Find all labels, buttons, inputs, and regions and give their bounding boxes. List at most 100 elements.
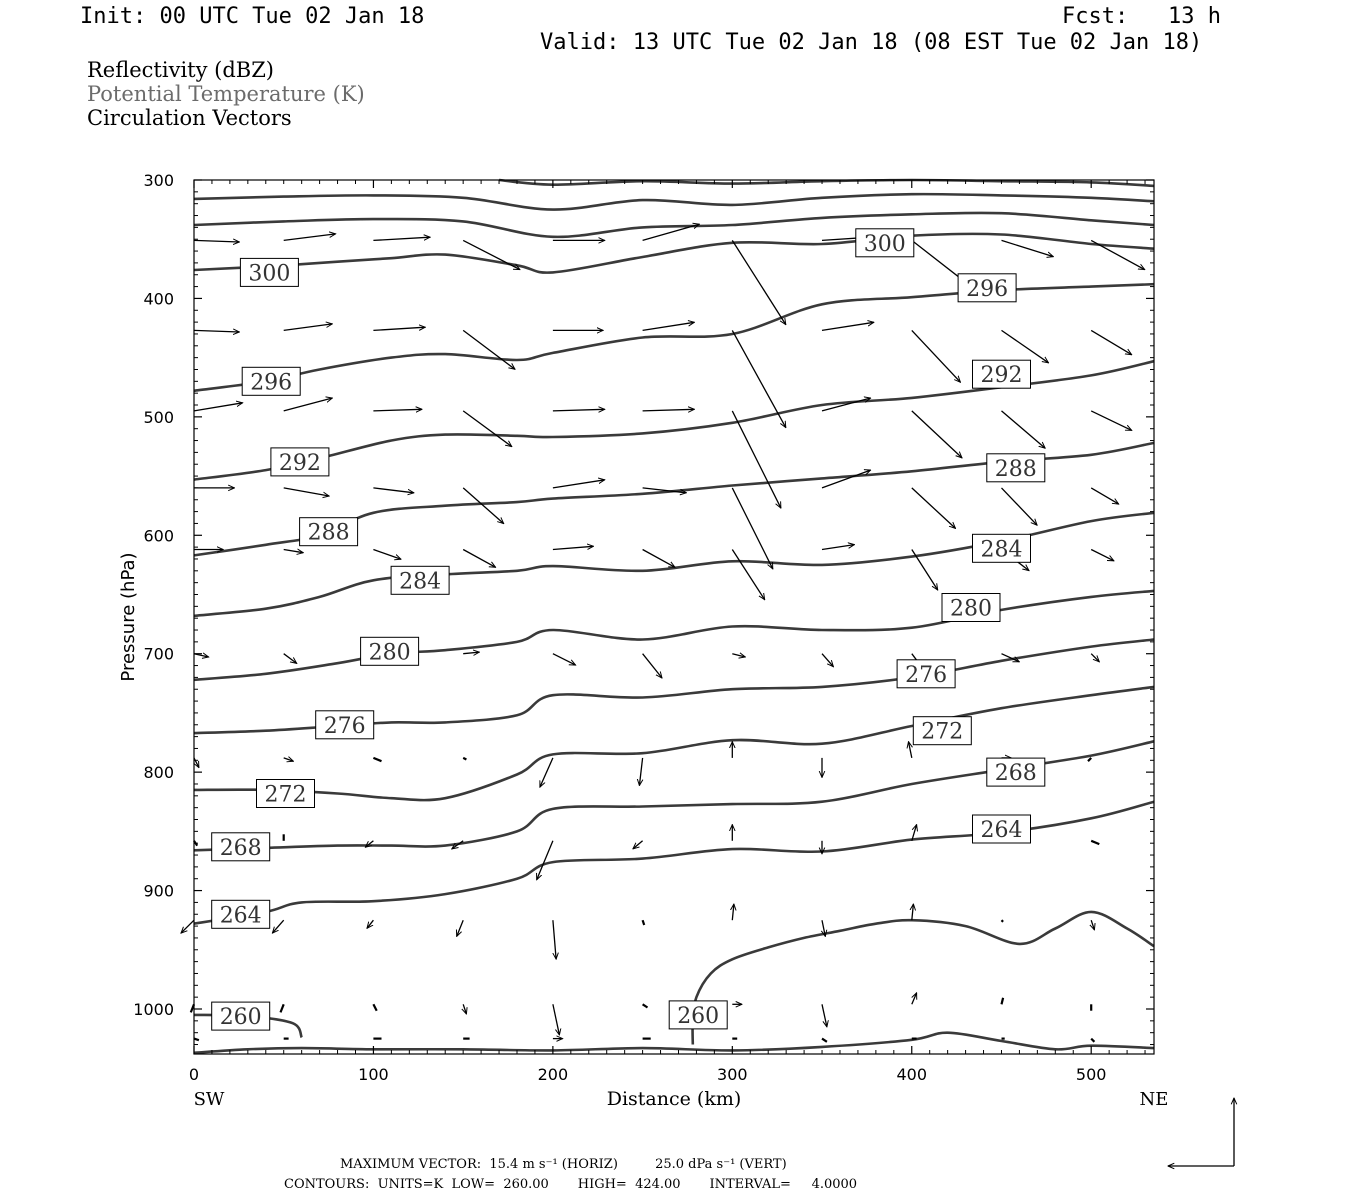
contour-label-text: 268 xyxy=(220,836,262,861)
contour-label-box xyxy=(986,453,1046,483)
circulation-vector-28 xyxy=(731,410,782,508)
circulation-vector-13 xyxy=(373,327,425,332)
y-tick-label: 500 xyxy=(143,408,174,427)
circulation-vector-108 xyxy=(1000,997,1005,1005)
contour-label-text: 288 xyxy=(995,457,1037,482)
circulation-vector-60 xyxy=(642,653,662,678)
x-tick-label: 500 xyxy=(1076,1065,1107,1084)
circulation-vector-110 xyxy=(193,1037,200,1042)
circulation-vector-5 xyxy=(642,224,700,242)
circulation-vector-96 xyxy=(912,904,914,921)
circulation-vector-95 xyxy=(822,920,825,936)
y-tick-label: 1000 xyxy=(133,1000,174,1019)
circulation-vector-6 xyxy=(731,240,786,324)
contour-line-unlabeled-2 xyxy=(193,1031,1155,1055)
circulation-vector-14 xyxy=(462,329,515,369)
circulation-vector-16 xyxy=(642,322,695,332)
contour-label-276: 276 xyxy=(896,659,956,689)
contour-label-text: 264 xyxy=(981,818,1023,843)
circulation-vector-40 xyxy=(821,470,871,489)
contour-label-text: 296 xyxy=(250,370,292,395)
axes-layer: 0 100 200 300 400 500 300 400 500 600 700 800 900 100… xyxy=(133,171,1154,1084)
circulation-vector-1 xyxy=(283,234,336,242)
circulation-vector-94 xyxy=(732,904,734,921)
circulation-vector-97 xyxy=(1000,919,1004,923)
contour-label-260: 260 xyxy=(211,1001,271,1031)
circulation-vector-29 xyxy=(821,398,871,412)
circulation-vector-92 xyxy=(552,920,556,959)
circulation-vector-90 xyxy=(367,919,374,928)
circulation-vector-69 xyxy=(462,756,467,761)
circulation-vector-47 xyxy=(462,548,495,568)
x-right-end-label: NE xyxy=(1140,1089,1169,1110)
vector-layer xyxy=(181,224,1145,1043)
contour-label-text: 276 xyxy=(324,714,366,739)
contour-label-text: 284 xyxy=(399,569,441,594)
y-axis-title: Pressure (hPa) xyxy=(118,552,139,681)
y-tick-label: 400 xyxy=(143,289,174,308)
circulation-vector-93 xyxy=(641,919,646,926)
circulation-vector-39 xyxy=(731,487,774,569)
contour-label-260: 260 xyxy=(668,1000,728,1030)
contour-label-box xyxy=(299,517,359,547)
circulation-vector-61 xyxy=(732,654,745,657)
contour-label-296: 296 xyxy=(241,366,301,396)
y-tick-label: 300 xyxy=(143,171,174,190)
contour-label-text: 276 xyxy=(905,663,947,688)
circulation-vector-36 xyxy=(462,487,504,524)
circulation-vector-74 xyxy=(909,742,912,759)
title-potential-temperature: Potential Temperature (K) xyxy=(87,82,365,106)
reference-vector-key xyxy=(1168,1098,1234,1166)
circulation-vector-54 xyxy=(1090,548,1114,562)
contour-label-288: 288 xyxy=(986,453,1046,483)
circulation-vector-80 xyxy=(452,840,464,849)
contour-label-text: 260 xyxy=(677,1004,719,1029)
circulation-vector-18 xyxy=(821,322,874,332)
circulation-vector-67 xyxy=(283,758,294,761)
contour-label-box xyxy=(912,716,972,746)
x-axis-title: Distance (km) xyxy=(607,1088,742,1110)
circulation-vector-76 xyxy=(1087,757,1092,762)
contour-label-268: 268 xyxy=(211,832,271,862)
contour-label-284: 284 xyxy=(972,533,1031,563)
contour-line-260-1 xyxy=(691,910,1155,1045)
circulation-vector-21 xyxy=(1090,329,1132,354)
circulation-vector-45 xyxy=(283,550,304,553)
x-tick-label: 200 xyxy=(538,1065,569,1084)
circulation-vector-22 xyxy=(193,403,243,412)
circulation-vector-43 xyxy=(1090,487,1119,504)
contour-label-text: 272 xyxy=(921,720,963,745)
valid-time-label: Valid: 13 UTC Tue 02 Jan 18 (08 EST Tue … xyxy=(540,30,1203,55)
contour-line-unlabeled-14 xyxy=(193,192,1155,211)
contour-label-text: 300 xyxy=(248,261,290,286)
circulation-vector-79 xyxy=(365,840,374,848)
contour-label-text: 260 xyxy=(220,1005,262,1030)
circulation-vector-10 xyxy=(1090,239,1145,269)
circulation-vector-103 xyxy=(552,1004,560,1035)
contour-label-text: 292 xyxy=(279,451,321,476)
circulation-vector-34 xyxy=(283,487,329,496)
contour-label-292: 292 xyxy=(972,359,1031,389)
circulation-vector-59 xyxy=(552,653,576,666)
circulation-vector-38 xyxy=(642,487,687,493)
circulation-vector-48 xyxy=(552,546,594,551)
circulation-vector-42 xyxy=(1001,487,1038,525)
contour-label-box xyxy=(270,447,330,477)
contour-label-288: 288 xyxy=(299,517,359,547)
circulation-vector-23 xyxy=(283,398,333,412)
contour-label-box xyxy=(241,366,301,396)
contour-label-276: 276 xyxy=(315,710,375,740)
circulation-vector-12 xyxy=(283,324,333,332)
circulation-vector-88 xyxy=(181,919,195,933)
forecast-hour-label: Fcst: 13 h xyxy=(1062,4,1221,29)
circulation-vector-66 xyxy=(194,757,200,768)
contour-label-box xyxy=(668,1000,728,1030)
contour-label-text: 300 xyxy=(864,232,906,257)
circulation-vector-106 xyxy=(821,1004,827,1027)
circulation-vector-20 xyxy=(1001,329,1049,362)
circulation-vector-58 xyxy=(463,652,479,654)
circulation-vector-64 xyxy=(1001,653,1020,663)
circulation-vector-9 xyxy=(1001,239,1054,256)
circulation-vector-52 xyxy=(911,549,938,591)
